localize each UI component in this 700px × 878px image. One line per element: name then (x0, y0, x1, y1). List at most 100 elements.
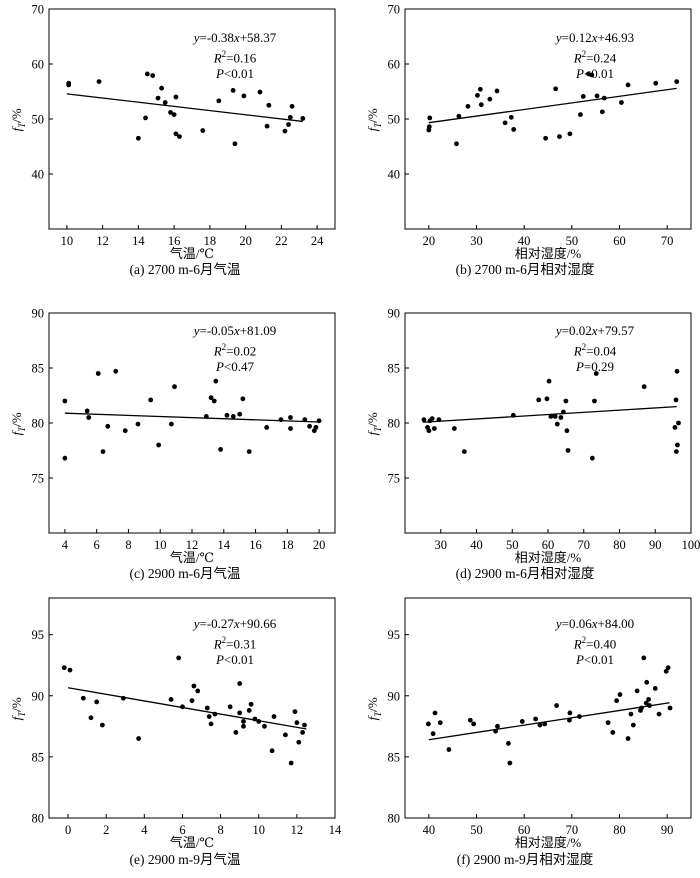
data-point (652, 686, 658, 691)
x-tick-label: 50 (506, 538, 519, 552)
data-point (240, 396, 246, 402)
data-point (241, 93, 247, 99)
data-point (148, 397, 154, 403)
x-tick-label: 24 (311, 234, 324, 248)
data-point (665, 665, 671, 671)
data-point (61, 665, 67, 671)
data-point (135, 135, 141, 141)
data-point (203, 414, 209, 419)
x-tick-label: 22 (275, 234, 288, 248)
data-point (543, 135, 549, 141)
data-point (232, 141, 238, 147)
regression-annotation: y=-0.27x+90.66 R2=0.31 P<0.01 (150, 616, 320, 668)
annotation-p: P<0.01 (215, 652, 255, 668)
data-point (262, 723, 267, 729)
y-tick-label: 70 (32, 3, 45, 17)
x-tick-label: 8 (125, 538, 131, 552)
y-axis-label: fT/% (365, 108, 383, 132)
data-point (446, 747, 452, 752)
data-point (675, 442, 680, 448)
data-point (246, 449, 252, 454)
x-tick-label: 2 (103, 823, 109, 837)
y-axis-label: fT/% (9, 108, 27, 132)
x-tick-label: 60 (613, 234, 626, 248)
data-point (206, 714, 212, 719)
x-tick-label: 12 (96, 234, 109, 248)
data-point (252, 716, 258, 722)
data-point (195, 688, 201, 694)
data-point (122, 428, 128, 434)
data-point (475, 92, 480, 98)
data-point (625, 736, 631, 741)
data-point (478, 102, 484, 108)
data-point (257, 89, 263, 95)
data-point (605, 720, 611, 726)
data-point (230, 88, 236, 93)
data-point (430, 731, 436, 737)
x-axis-label: 气温/℃ (169, 835, 215, 850)
annotation-equation: y=-0.05x+81.09 (193, 323, 277, 338)
data-point (594, 93, 600, 99)
data-point (508, 114, 514, 120)
data-point (625, 82, 631, 88)
data-point (507, 760, 513, 766)
data-point (437, 720, 443, 726)
data-point (289, 103, 295, 109)
x-tick-label: 50 (470, 823, 483, 837)
data-point (544, 396, 550, 402)
data-point (136, 736, 142, 741)
data-point (647, 703, 652, 708)
annotation-r2: R2=0.31 (213, 635, 257, 652)
x-tick-label: 12 (291, 823, 304, 837)
annotation-p: P<0.01 (575, 652, 615, 668)
data-point (302, 722, 307, 728)
data-point (634, 688, 640, 694)
data-point (644, 679, 650, 685)
data-point (313, 425, 319, 430)
data-point (429, 416, 435, 421)
data-point (296, 739, 302, 745)
data-point (189, 698, 195, 704)
x-tick-label: 6 (94, 538, 100, 552)
x-tick-label: 8 (217, 823, 223, 837)
data-point (619, 100, 624, 105)
regression-line (66, 93, 303, 123)
x-tick-label: 14 (132, 234, 145, 248)
y-tick-label: 60 (388, 58, 401, 72)
data-point (567, 131, 573, 137)
regression-annotation: y=0.12x+46.93 R2=0.24 P<0.01 (510, 30, 680, 82)
data-point (593, 371, 599, 376)
data-point (173, 94, 179, 100)
data-point (173, 131, 179, 137)
y-tick-label: 90 (32, 307, 45, 321)
data-point (510, 412, 516, 418)
data-point (592, 398, 597, 404)
x-tick-label: 4 (141, 823, 148, 837)
data-point (554, 703, 559, 708)
x-tick-label: 16 (168, 234, 181, 248)
x-tick-label: 50 (566, 234, 579, 248)
data-point (674, 368, 680, 374)
data-point (171, 112, 177, 117)
data-point (533, 716, 539, 722)
data-point (307, 423, 312, 429)
x-tick-label: 10 (252, 823, 265, 837)
data-point (269, 748, 275, 754)
data-point (558, 415, 564, 420)
data-point (233, 730, 239, 735)
data-point (282, 128, 288, 134)
x-axis-label: 气温/℃ (169, 246, 215, 261)
y-tick-label: 85 (388, 362, 401, 376)
data-point (456, 113, 462, 119)
data-point (494, 88, 500, 94)
data-point (493, 728, 498, 734)
data-point (100, 449, 106, 454)
y-tick-label: 40 (388, 168, 401, 182)
data-point (208, 721, 214, 727)
data-point (168, 110, 173, 115)
regression-annotation: y=-0.05x+81.09 R2=0.02 P<0.47 (150, 323, 320, 375)
data-point (84, 408, 90, 414)
data-point (156, 442, 162, 448)
data-point (548, 414, 554, 419)
